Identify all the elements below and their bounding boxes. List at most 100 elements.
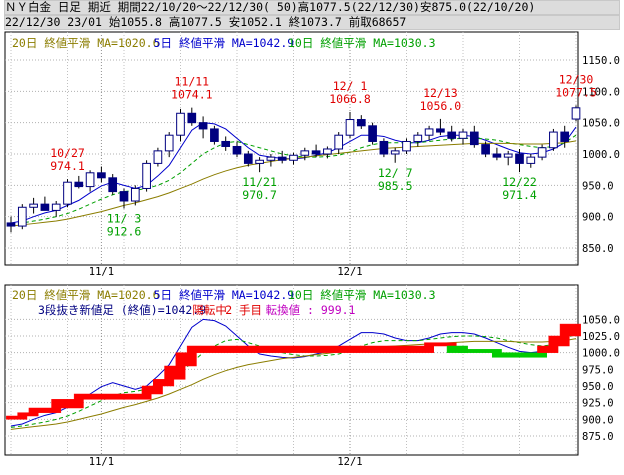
bottom-y-tick-label: 1000.0 <box>582 348 620 360</box>
candle-body <box>481 144 490 155</box>
annotation-date: 12/13 <box>423 86 458 100</box>
top-y-tick-label: 1050.0 <box>582 118 620 130</box>
candle-body <box>74 181 84 188</box>
annotation-value: 1056.0 <box>420 99 462 113</box>
bottom-plot-frame <box>4 284 579 456</box>
candle-body <box>515 153 524 164</box>
chart-header-line1: ＮＹ白金 日足 期近 期間22/10/20～22/12/30( 50)高1077… <box>4 0 620 15</box>
bottom-y-tick-label: 1025.0 <box>582 331 620 343</box>
candle-body <box>6 222 16 227</box>
top-legend-entry: 10日 終値平滑 MA=1030.3 <box>288 36 436 50</box>
price-brick <box>6 415 28 420</box>
bottom-y-tick-label: 950.0 <box>582 381 614 393</box>
bottom-ma-line-2 <box>10 338 577 430</box>
annotation-value: 985.5 <box>378 179 413 193</box>
candle-body <box>108 177 118 193</box>
candle-body <box>549 131 558 149</box>
chart-header-line2: 22/12/30 23/01 始1055.8 高1077.5 安1052.1 終… <box>4 15 620 30</box>
annotation-date: 11/11 <box>174 75 209 89</box>
annotation-value: 1074.1 <box>171 88 213 102</box>
annotation-value: 971.4 <box>502 188 537 202</box>
candle-body <box>198 122 208 130</box>
sanda-info-1: 3段抜き新値足 (終値)=1042.9 <box>38 303 206 317</box>
candle-body <box>447 131 457 139</box>
price-brick <box>51 399 84 409</box>
candle-body <box>85 172 95 188</box>
candle-body <box>300 150 310 156</box>
price-brick <box>537 345 559 353</box>
candle-body <box>368 125 377 142</box>
candle-body <box>436 128 445 133</box>
top-plot-frame <box>4 31 579 266</box>
top-y-tick-label: 900.0 <box>582 212 614 224</box>
top-y-tick-label: 850.0 <box>582 243 614 255</box>
candle-body <box>153 150 163 164</box>
annotation-date: 10/27 <box>50 146 85 160</box>
candle-body <box>51 203 61 211</box>
candle-body <box>571 107 581 120</box>
candle-body <box>379 140 389 155</box>
price-brick <box>186 345 434 353</box>
candle-body <box>345 119 355 136</box>
candle-body <box>402 140 411 152</box>
candle-body <box>492 153 502 158</box>
candle-body <box>232 145 242 155</box>
annotation-date: 11/ 3 <box>107 212 142 226</box>
bottom-y-tick-label: 975.0 <box>582 364 614 376</box>
candle-body <box>356 119 366 127</box>
candle-body <box>243 153 253 164</box>
header-ohlc: 22/12/30 23/01 始1055.8 高1077.5 安1052.1 終… <box>5 15 407 29</box>
candle-body <box>63 181 72 205</box>
candle-body <box>142 162 151 189</box>
candle-body <box>334 134 344 150</box>
candle-body <box>255 159 264 164</box>
candle-body <box>221 140 231 147</box>
candle-body <box>289 154 298 161</box>
top-x-tick-label: 11/1 <box>89 266 114 278</box>
candle-body <box>469 131 479 146</box>
price-brick <box>559 323 581 337</box>
candle-body <box>526 156 536 164</box>
annotation-value: 1077.5 <box>555 85 597 99</box>
price-brick <box>153 379 175 387</box>
annotation-date: 11/21 <box>242 175 277 189</box>
top-legend-entry: 5日 終値平滑 MA=1042.9 <box>154 36 295 50</box>
bottom-y-tick-label: 900.0 <box>582 414 614 426</box>
candle-body <box>187 112 197 124</box>
annotation-value: 970.7 <box>242 188 277 202</box>
price-brick <box>73 393 152 400</box>
header-title: ＮＹ白金 日足 期近 期間22/10/20～22/12/30( 50)高1077… <box>5 0 536 14</box>
price-brick <box>164 365 186 380</box>
price-brick <box>548 335 570 347</box>
bottom-x-tick-label: 12/1 <box>337 456 362 468</box>
candle-body <box>560 131 570 142</box>
sanda-info-4: 転換値 : 999.1 <box>266 303 356 317</box>
candle-body <box>97 172 106 179</box>
price-brick <box>492 352 547 358</box>
bottom-ma-line-0 <box>10 318 577 427</box>
top-y-tick-label: 1150.0 <box>582 55 620 67</box>
top-y-tick-label: 1000.0 <box>582 149 620 161</box>
bottom-y-tick-label: 925.0 <box>582 398 614 410</box>
candle-body <box>390 150 400 155</box>
candle-body <box>503 153 513 158</box>
annotation-value: 912.6 <box>107 225 142 239</box>
price-brick <box>28 407 62 413</box>
candle-body <box>323 148 332 155</box>
price-brick <box>17 412 39 417</box>
candle-body <box>164 134 174 152</box>
price-brick <box>175 352 197 367</box>
annotation-date: 12/22 <box>502 175 537 189</box>
bottom-legend-entry: 20日 終値平滑 MA=1020.6 <box>12 288 160 302</box>
sanda-info-3: 2 手目 <box>225 303 262 317</box>
bottom-y-tick-label: 875.0 <box>582 431 614 443</box>
candle-body <box>413 134 423 142</box>
candle-body <box>266 156 276 161</box>
bottom-x-tick-label: 11/1 <box>89 456 114 468</box>
annotation-date: 12/ 7 <box>378 166 413 180</box>
candle-body <box>17 206 27 227</box>
price-brick <box>424 342 457 347</box>
bottom-legend-entry: 5日 終値平滑 MA=1042.9 <box>154 288 295 302</box>
annotation-value: 974.1 <box>50 159 85 173</box>
